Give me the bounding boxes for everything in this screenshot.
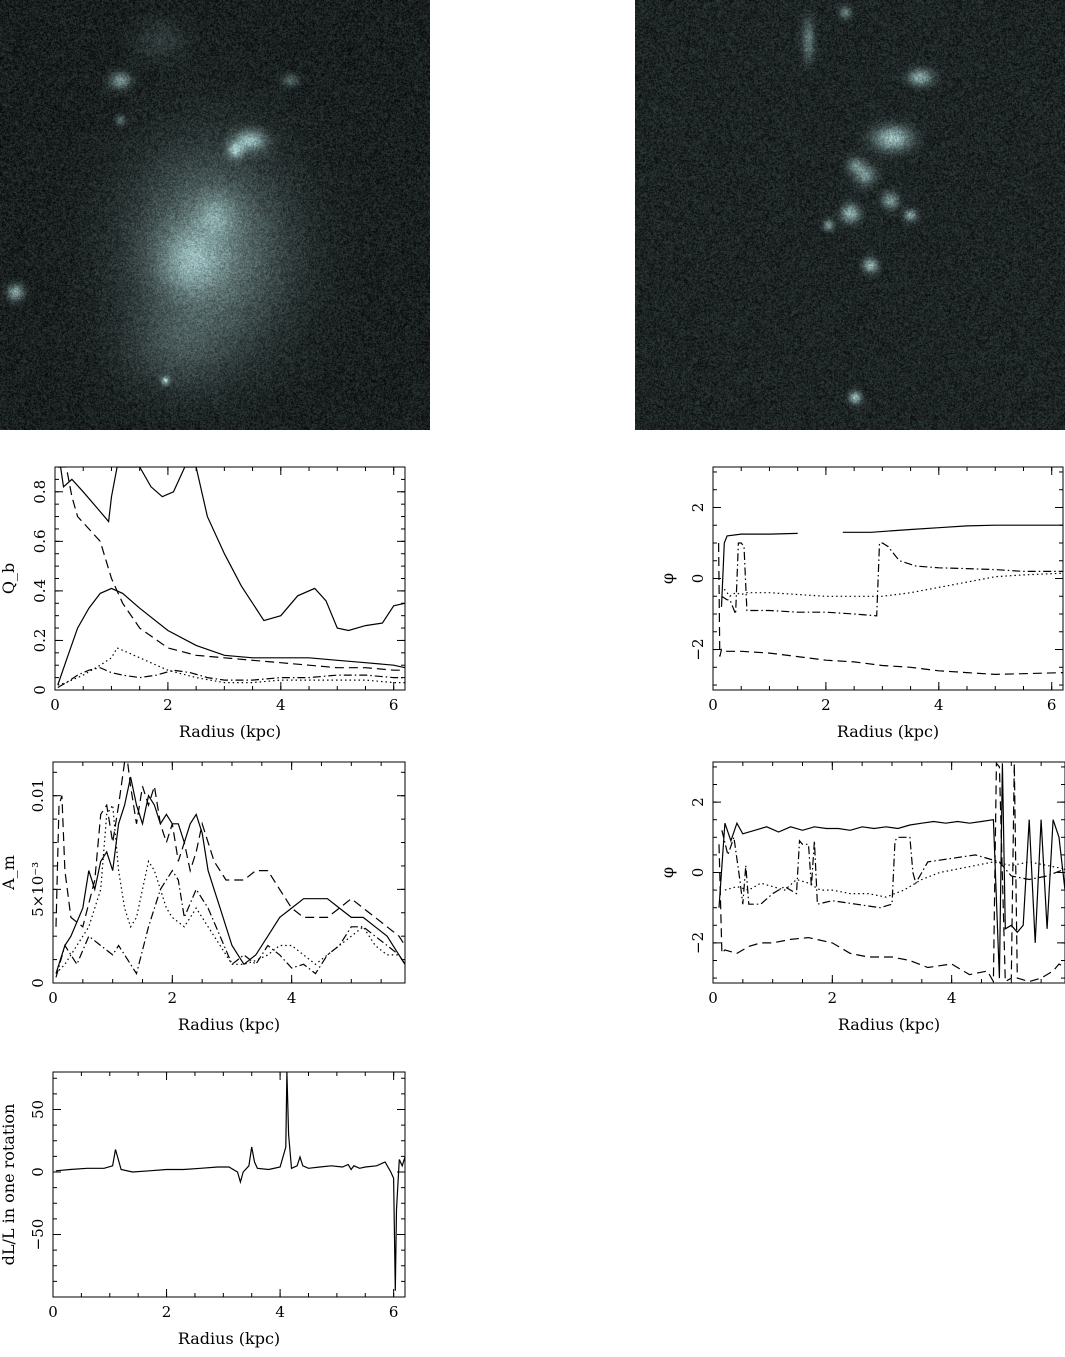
x-tick-label: 4 xyxy=(947,989,957,1007)
galaxy-image-left-canvas xyxy=(0,0,430,430)
series-group xyxy=(55,762,405,978)
x-tick-label: 4 xyxy=(276,696,286,714)
series-line-solid-0 xyxy=(720,532,798,607)
x-tick-label: 6 xyxy=(389,1303,399,1321)
x-tick-label: 0 xyxy=(708,989,718,1007)
y-tick-label: −50 xyxy=(29,1219,47,1251)
y-tick-label: 0.01 xyxy=(29,779,47,812)
galaxy-image-right xyxy=(635,0,1065,430)
series-group xyxy=(718,524,1063,676)
series-line-solid-0 xyxy=(55,776,405,974)
x-axis-label: Radius (kpc) xyxy=(178,1015,280,1034)
x-tick-label: 6 xyxy=(389,696,399,714)
y-axis-label: φ xyxy=(658,573,677,584)
plot-frame xyxy=(52,761,406,984)
series-line-solid-0 xyxy=(718,763,1065,979)
series-line-dotted-2 xyxy=(724,861,1065,898)
x-tick-label: 2 xyxy=(821,696,831,714)
x-tick-label: 4 xyxy=(275,1303,285,1321)
galaxy-image-right-canvas xyxy=(635,0,1065,430)
x-tick-label: 2 xyxy=(163,696,173,714)
series-line-dashdot-4 xyxy=(57,667,405,689)
angular-momentum-change-chart: 0 2 4 6 −50 0 50 Radius (kpc) dL/L in one rotati… xyxy=(0,1071,406,1348)
x-tick-label: 0 xyxy=(48,989,58,1007)
series-line-solid-0 xyxy=(57,467,405,632)
y-tick-label: 0.8 xyxy=(31,480,49,504)
y-tick-label: 0 xyxy=(29,1167,47,1177)
series-line-dotted-3 xyxy=(57,647,405,686)
y-tick-label: 5×10⁻³ xyxy=(29,862,47,917)
series-line-dashdot-3 xyxy=(721,542,1063,617)
y-axis-label: Q_b xyxy=(0,563,18,594)
plot-frame xyxy=(54,466,406,691)
series-line-dotted-2 xyxy=(55,803,405,975)
x-tick-label: 2 xyxy=(168,989,178,1007)
x-tick-label: 2 xyxy=(828,989,838,1007)
series-group xyxy=(718,762,1065,983)
qb-profile-chart: 0 2 4 6 0 0.2 0.4 0.6 0.8 Radius (kpc) Q_b xyxy=(0,466,406,741)
series-line-solid-0 xyxy=(842,524,1063,533)
plot-frame xyxy=(712,466,1064,691)
x-axis-label: Radius (kpc) xyxy=(838,1015,940,1034)
series-group xyxy=(57,467,405,689)
x-axis-label: Radius (kpc) xyxy=(178,1329,280,1348)
x-tick-label: 0 xyxy=(50,696,60,714)
series-line-dashed-1 xyxy=(718,762,1065,983)
y-axis-label: dL/L in one rotation xyxy=(0,1104,18,1266)
y-tick-label: 2 xyxy=(689,797,707,807)
series-line-dashdot-3 xyxy=(55,869,405,978)
x-tick-label: 4 xyxy=(287,989,297,1007)
x-tick-label: 6 xyxy=(1047,696,1057,714)
amplitude-profile-chart: 0 2 4 0 5×10⁻³ 0.01 Radius (kpc) A_m xyxy=(0,761,406,1034)
series-line-dashed-1 xyxy=(718,542,1063,676)
plot-frame xyxy=(52,1071,406,1298)
series-line-solid-0 xyxy=(55,1072,405,1291)
x-tick-label: 2 xyxy=(162,1303,172,1321)
series-line-dotted-2 xyxy=(723,572,1063,598)
y-axis-label: φ xyxy=(658,867,677,878)
galaxy-image-left xyxy=(0,0,430,430)
y-tick-label: 0 xyxy=(31,685,49,695)
phase-profile-chart-top: 0 2 4 6 −2 0 2 Radius (kpc) φ xyxy=(658,466,1064,741)
y-tick-label: 0.6 xyxy=(31,529,49,553)
series-line-solid-1 xyxy=(57,587,405,686)
y-tick-label: 2 xyxy=(689,503,707,513)
y-tick-label: −2 xyxy=(689,932,707,954)
y-tick-label: 0 xyxy=(689,574,707,584)
y-tick-label: 0.2 xyxy=(31,629,49,653)
series-line-dashed-2 xyxy=(57,467,405,671)
y-axis-label: A_m xyxy=(0,855,18,891)
y-tick-label: 0.4 xyxy=(31,579,49,603)
y-tick-label: 0 xyxy=(689,868,707,878)
series-line-dashed-1 xyxy=(55,762,405,946)
x-axis-label: Radius (kpc) xyxy=(837,722,939,741)
x-tick-label: 0 xyxy=(708,696,718,714)
series-group xyxy=(55,1072,405,1291)
x-tick-label: 0 xyxy=(48,1303,58,1321)
y-tick-label: 0 xyxy=(29,978,47,988)
series-line-dashdot-3 xyxy=(721,830,1065,909)
x-axis-label: Radius (kpc) xyxy=(179,722,281,741)
y-tick-label: −2 xyxy=(689,638,707,660)
x-tick-label: 4 xyxy=(934,696,944,714)
y-tick-label: 50 xyxy=(29,1100,47,1119)
